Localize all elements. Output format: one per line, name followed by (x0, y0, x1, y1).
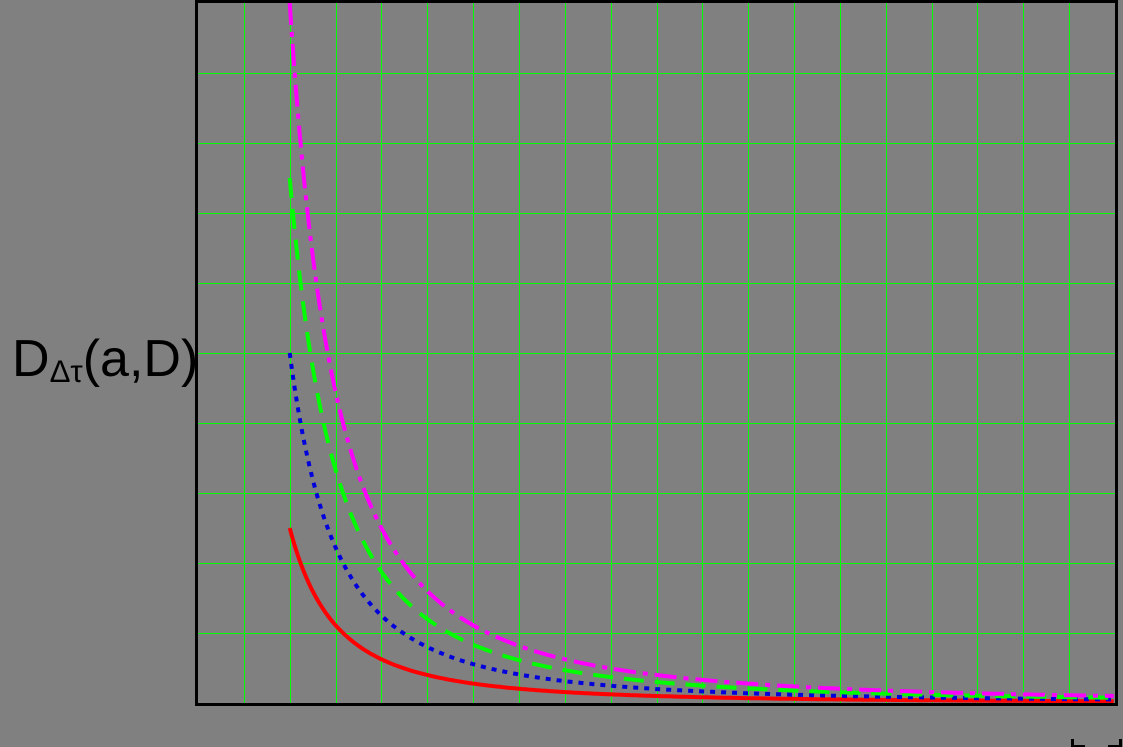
plot-canvas (198, 3, 1115, 703)
cropped-placeholder-bracket-left[interactable] (1071, 739, 1085, 747)
plot-grid (198, 3, 1115, 703)
plot-curves (287, 3, 1114, 703)
y-axis-label-base: D (12, 330, 50, 388)
y-axis-label-subscript: Δτ (49, 353, 83, 389)
curve-solid (287, 527, 1114, 703)
y-axis-label-suffix: (a,D) (82, 330, 199, 388)
plot-area[interactable] (195, 0, 1118, 706)
y-axis-label: DΔτ(a,D) (12, 330, 199, 388)
curve-dashed (287, 177, 1114, 700)
cropped-placeholder-bracket-right[interactable] (1108, 739, 1122, 747)
curve-dotted (287, 352, 1114, 702)
curve-dash-dot (287, 3, 1114, 698)
